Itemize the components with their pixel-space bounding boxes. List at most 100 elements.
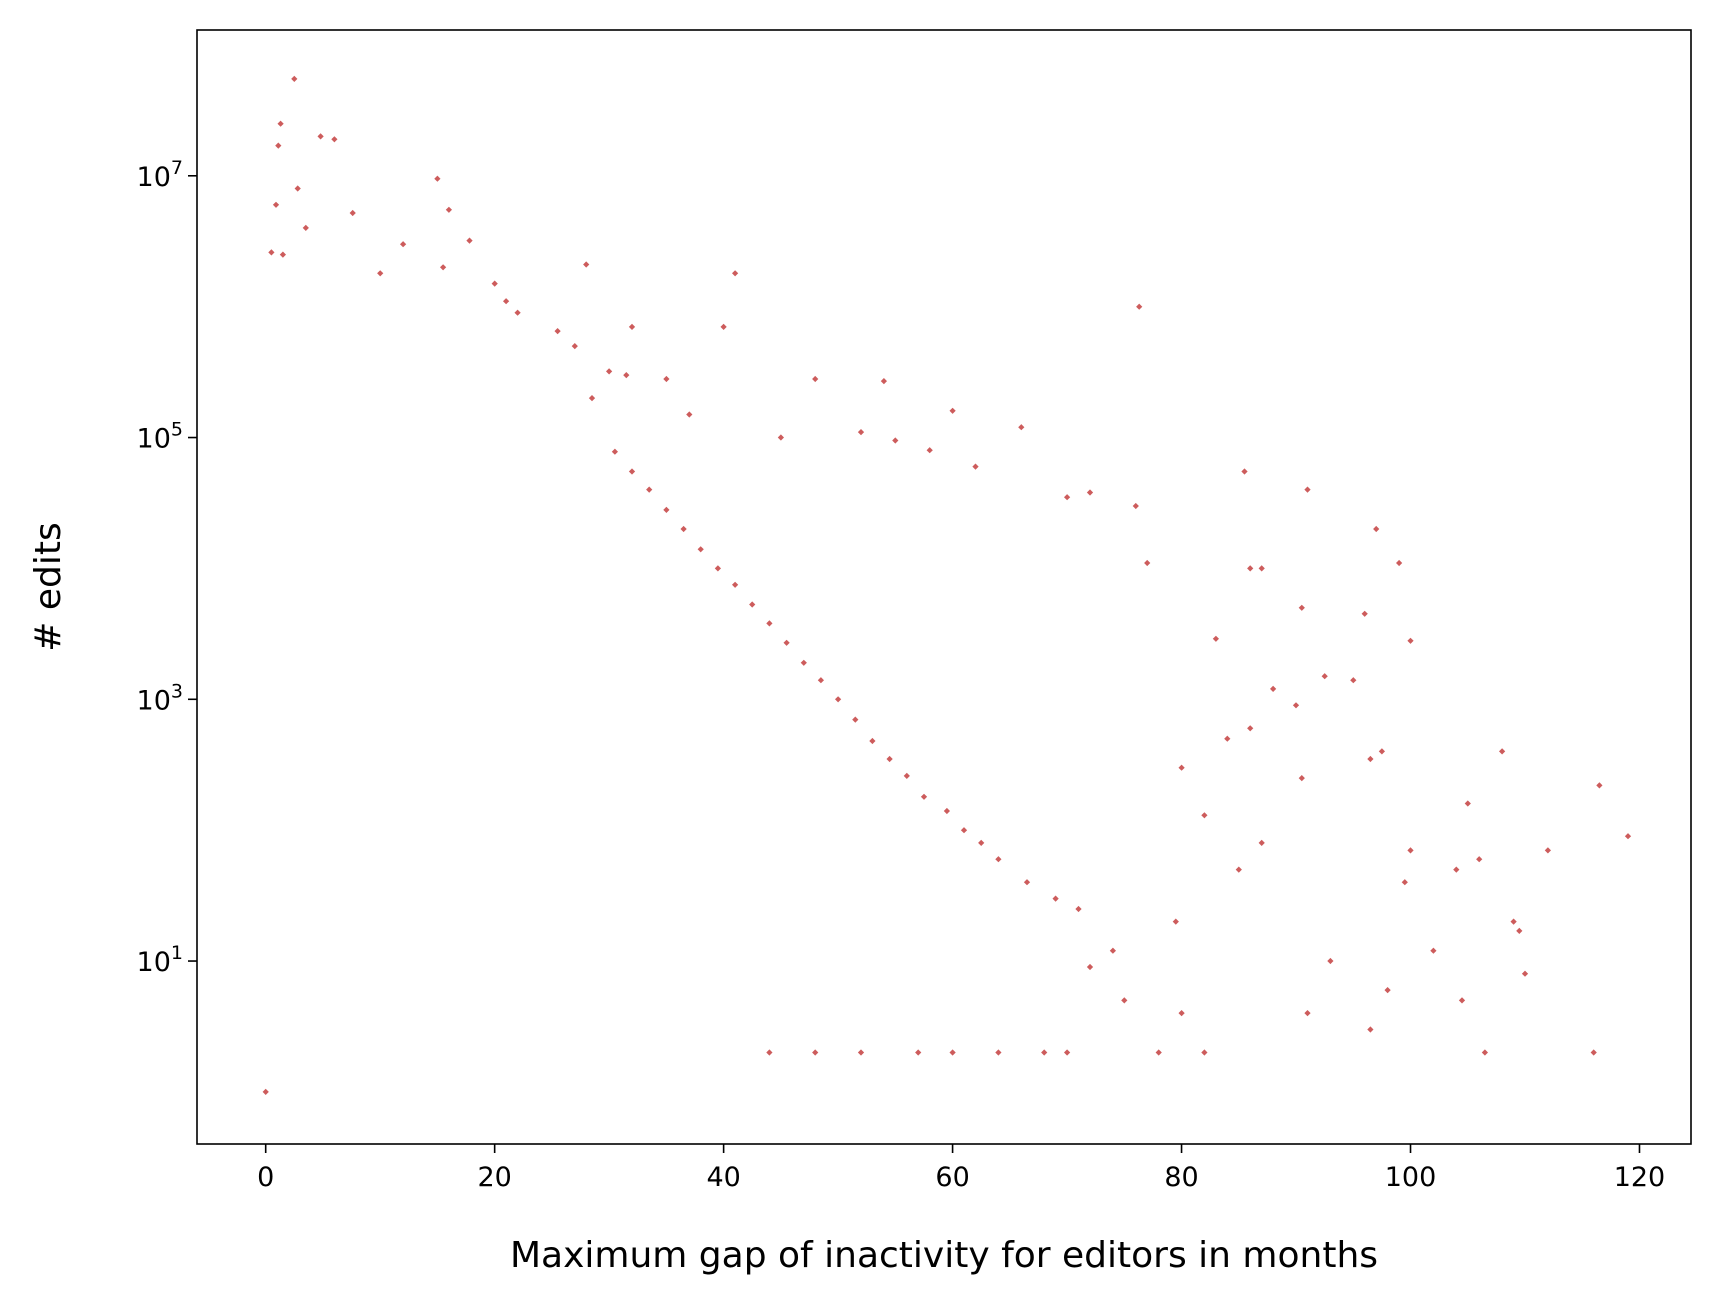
data-point xyxy=(1510,918,1517,925)
data-point xyxy=(1590,1049,1597,1056)
data-point xyxy=(439,264,447,271)
x-tick-label: 80 xyxy=(1164,1162,1198,1193)
data-point xyxy=(1516,927,1523,935)
data-point xyxy=(749,601,756,608)
data-point xyxy=(1155,1049,1162,1056)
data-point xyxy=(502,298,510,305)
data-point xyxy=(1321,673,1328,680)
data-point xyxy=(1258,565,1265,572)
data-point xyxy=(1136,303,1143,310)
data-point xyxy=(995,856,1002,863)
data-point xyxy=(1235,866,1242,873)
data-point xyxy=(812,1049,819,1056)
data-point xyxy=(1304,486,1311,493)
data-point xyxy=(857,1049,865,1056)
data-point xyxy=(1258,839,1265,847)
data-point xyxy=(869,737,876,745)
data-point xyxy=(605,368,613,375)
data-point xyxy=(1304,1009,1311,1017)
data-point xyxy=(886,755,893,763)
data-point xyxy=(1430,947,1437,954)
data-point xyxy=(1350,677,1357,684)
data-point xyxy=(1212,635,1220,642)
data-point xyxy=(1521,970,1529,977)
x-axis-ticks: 0 20 40 60 80 100 120 xyxy=(257,1144,1665,1193)
data-point xyxy=(1132,502,1139,510)
data-point xyxy=(714,565,722,572)
data-point xyxy=(949,1049,956,1056)
y-tick-label: 105 xyxy=(137,419,183,455)
data-point xyxy=(1292,702,1300,709)
data-point xyxy=(1464,800,1471,807)
data-point xyxy=(903,772,910,780)
data-point xyxy=(1063,1049,1071,1056)
data-point xyxy=(377,270,384,277)
data-point xyxy=(817,677,825,684)
x-tick-label: 60 xyxy=(935,1162,969,1193)
data-point xyxy=(275,142,282,149)
data-point xyxy=(1453,866,1460,873)
data-point xyxy=(491,280,498,287)
data-point xyxy=(1401,879,1408,886)
x-tick-label: 100 xyxy=(1385,1162,1437,1193)
data-point xyxy=(1247,565,1254,572)
data-point xyxy=(943,807,951,815)
data-point xyxy=(466,237,473,244)
x-tick-label: 20 xyxy=(477,1162,511,1193)
data-point xyxy=(978,839,985,847)
plot-background xyxy=(197,30,1691,1144)
data-point xyxy=(1384,986,1391,994)
data-point xyxy=(1086,489,1094,496)
data-point xyxy=(1178,764,1185,771)
data-point xyxy=(1023,879,1031,886)
data-point xyxy=(262,1088,269,1096)
data-point xyxy=(1144,559,1151,567)
data-point xyxy=(1373,525,1380,533)
data-point xyxy=(766,1049,773,1056)
x-tick-label: 40 xyxy=(706,1162,740,1193)
data-point xyxy=(766,620,773,627)
data-point xyxy=(1201,812,1208,819)
data-point xyxy=(1241,468,1248,475)
data-point xyxy=(1298,604,1305,611)
data-point xyxy=(628,323,636,331)
data-point xyxy=(1378,748,1386,755)
data-point xyxy=(1075,905,1082,913)
x-tick-label: 120 xyxy=(1614,1162,1666,1193)
data-point xyxy=(1458,997,1466,1004)
y-tick-label: 103 xyxy=(137,680,183,716)
data-point xyxy=(1395,559,1403,567)
data-point xyxy=(1407,847,1414,854)
data-point xyxy=(663,506,670,514)
data-point xyxy=(720,323,727,331)
data-point xyxy=(1361,610,1368,617)
x-axis-label: Maximum gap of inactivity for editors in… xyxy=(510,1235,1378,1276)
data-point xyxy=(1269,685,1277,693)
data-point xyxy=(1247,725,1254,732)
data-point xyxy=(1121,997,1128,1004)
data-point xyxy=(1041,1049,1048,1056)
data-point xyxy=(1498,748,1506,755)
data-point xyxy=(1109,947,1117,954)
data-point xyxy=(949,407,956,414)
data-point xyxy=(1052,895,1059,902)
data-point xyxy=(731,270,739,277)
data-point xyxy=(680,525,687,533)
data-point xyxy=(731,581,739,588)
data-point xyxy=(1544,847,1552,854)
data-point xyxy=(1481,1049,1489,1056)
data-point xyxy=(1367,755,1374,763)
data-point xyxy=(697,546,704,553)
data-point xyxy=(783,639,790,646)
data-point xyxy=(1201,1049,1208,1056)
y-axis-ticks: 101 103 105 107 xyxy=(137,157,197,978)
data-point xyxy=(1624,833,1632,840)
data-point xyxy=(1327,957,1334,965)
data-point xyxy=(852,716,859,723)
data-point xyxy=(1063,494,1071,501)
data-point xyxy=(1086,963,1094,971)
data-point xyxy=(1407,637,1414,644)
data-point xyxy=(995,1049,1002,1056)
data-point xyxy=(915,1049,922,1056)
